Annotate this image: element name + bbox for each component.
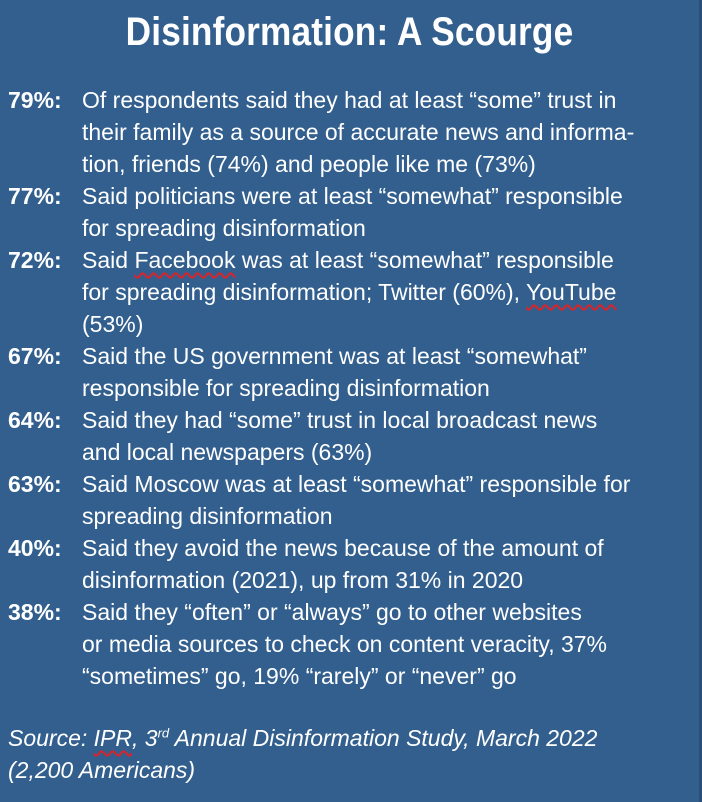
stat-line: tion, friends (74%) and people like me (… [82, 151, 536, 177]
stat-text: Said politicians were at least “somewhat… [82, 180, 698, 244]
stat-line: spreading disinformation [82, 503, 333, 529]
stat-line: and local newspapers (63%) [82, 439, 373, 465]
stat-line: for spreading disinformation [82, 215, 366, 241]
stat-text-segment: Said [82, 247, 135, 273]
source-citation: Source: IPR, 3rd Annual Disinformation S… [8, 722, 688, 786]
stat-line: their family as a source of accurate new… [82, 119, 635, 145]
stat-line: disinformation (2021), up from 31% in 20… [82, 567, 524, 593]
stat-item-67: 67%: Said the US government was at least… [8, 340, 698, 404]
source-line: (2,200 Americans) [8, 757, 196, 783]
stat-text-segment: was at least “somewhat” responsible [235, 247, 614, 273]
stat-line: Of respondents said they had at least “s… [82, 87, 617, 113]
stat-percent: 63%: [8, 471, 62, 497]
stat-line: Said Moscow was at least “somewhat” resp… [82, 471, 631, 497]
stat-percent: 72%: [8, 247, 62, 273]
stat-item-38: 38%: Said they “often” or “always” go to… [8, 596, 698, 692]
stat-item-63: 63%: Said Moscow was at least “somewhat”… [8, 468, 698, 532]
stat-line: Said Facebook was at least “somewhat” re… [82, 244, 698, 276]
stat-text-segment: for spreading disinformation; Twitter (6… [82, 279, 527, 305]
stat-text: Said they “often” or “always” go to othe… [82, 596, 698, 692]
stat-line: Said they “often” or “always” go to othe… [82, 599, 582, 625]
stat-percent: 64%: [8, 407, 62, 433]
stat-line: Said they avoid the news because of the … [82, 535, 604, 561]
stat-text: Said they avoid the news because of the … [82, 532, 698, 596]
facebook-word: Facebook [134, 247, 236, 273]
stat-percent: 79%: [8, 87, 62, 113]
source-org: IPR [93, 725, 132, 751]
stat-text: Said they had “some” trust in local broa… [82, 404, 698, 468]
stat-line: or media sources to check on content ver… [82, 631, 608, 657]
stat-line: Said politicians were at least “somewhat… [82, 183, 623, 209]
source-rest: Annual Disinformation Study, March 2022 [169, 725, 598, 751]
stat-percent: 40%: [8, 535, 62, 561]
stat-item-77: 77%: Said politicians were at least “som… [8, 180, 698, 244]
stat-text: Said Moscow was at least “somewhat” resp… [82, 468, 698, 532]
stat-line: (53%) [82, 311, 144, 337]
page-title: Disinformation: A Scourge [125, 10, 574, 54]
source-prefix: Source: [8, 725, 94, 751]
stats-list: 79%: Of respondents said they had at lea… [8, 84, 698, 692]
stat-item-64: 64%: Said they had “some” trust in local… [8, 404, 698, 468]
stat-item-72: 72%: Said Facebook was at least “somewha… [8, 244, 698, 340]
source-sep: , 3 [132, 725, 158, 751]
stat-text: Said the US government was at least “som… [82, 340, 698, 404]
stat-percent: 67%: [8, 343, 62, 369]
stat-line: Said they had “some” trust in local broa… [82, 407, 598, 433]
youtube-word: YouTube [526, 279, 617, 305]
stat-percent: 38%: [8, 599, 62, 625]
stat-line: responsible for spreading disinformation [82, 375, 490, 401]
stat-percent: 77%: [8, 183, 62, 209]
ordinal-suffix: rd [157, 725, 170, 741]
stat-line: “sometimes” go, 19% “rarely” or “never” … [82, 663, 517, 689]
stat-item-79: 79%: Of respondents said they had at lea… [8, 84, 698, 180]
stat-line: Said the US government was at least “som… [82, 343, 587, 369]
source-line: Source: IPR, 3rd Annual Disinformation S… [8, 722, 688, 754]
stat-item-40: 40%: Said they avoid the news because of… [8, 532, 698, 596]
stat-text: Said Facebook was at least “somewhat” re… [82, 244, 698, 340]
stat-line: for spreading disinformation; Twitter (6… [82, 276, 698, 308]
stat-text: Of respondents said they had at least “s… [82, 84, 698, 180]
